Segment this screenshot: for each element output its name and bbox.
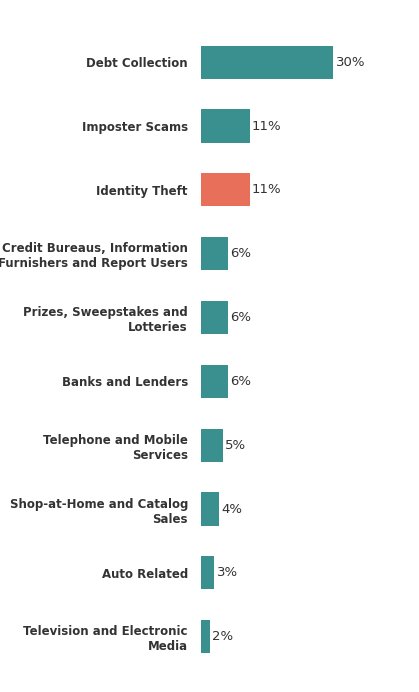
Bar	[201, 620, 210, 653]
Text: 11%: 11%	[252, 183, 282, 197]
Bar	[201, 301, 228, 334]
Bar	[201, 173, 250, 206]
Text: 3%: 3%	[217, 566, 238, 579]
Bar	[201, 109, 250, 143]
Text: 6%: 6%	[230, 375, 251, 388]
Bar	[201, 46, 334, 79]
Bar	[201, 365, 228, 398]
Text: 11%: 11%	[252, 120, 282, 133]
Text: 2%: 2%	[212, 630, 233, 643]
Bar	[201, 237, 228, 271]
Text: 6%: 6%	[230, 311, 251, 324]
Bar	[201, 493, 219, 526]
Text: 6%: 6%	[230, 247, 251, 260]
Bar	[201, 556, 215, 590]
Text: 5%: 5%	[225, 439, 246, 452]
Text: 30%: 30%	[336, 56, 365, 69]
Text: 4%: 4%	[221, 502, 242, 516]
Bar	[201, 428, 223, 462]
